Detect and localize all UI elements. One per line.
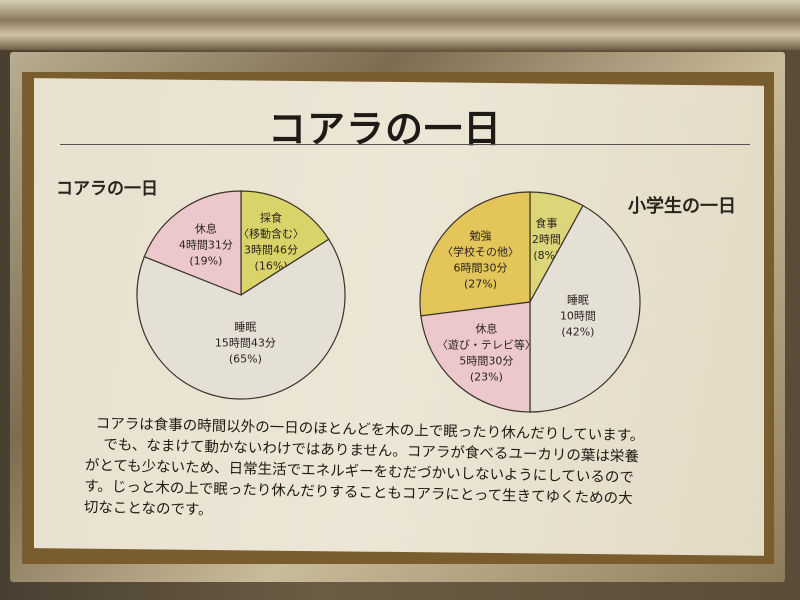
slice-label: (65%) — [229, 353, 262, 366]
slice-label: (19%) — [189, 254, 222, 267]
pie-slice — [419, 191, 531, 317]
slice-label: 6時間30分 — [453, 261, 507, 274]
slice-label: (16%) — [255, 259, 288, 272]
slice-label: 5時間30分 — [459, 355, 513, 368]
student-chart-title: 小学生の一日 — [628, 196, 736, 217]
pie-slice — [529, 204, 641, 413]
slice-label: 4時間31分 — [179, 238, 233, 251]
slice-label: 食事 — [535, 216, 557, 230]
body-text: コアラは食事の時間以外の一日のほとんどを木の上で眠ったり休んだりしています。 で… — [84, 414, 645, 531]
slice-label: 15時間43分 — [215, 337, 276, 350]
slice-label: 2時間 — [532, 233, 561, 246]
slice-label: 3時間46分 — [244, 243, 298, 256]
slice-label: (42%) — [561, 325, 594, 338]
slice-label: 採食 — [260, 210, 282, 224]
pie-slice — [136, 238, 346, 400]
slice-label: 〈学校その他〉 — [442, 244, 519, 258]
slice-label: (8%) — [533, 249, 559, 262]
pie-slice — [143, 190, 242, 296]
pie-slice — [240, 190, 330, 297]
slice-label: 睡眠 — [234, 321, 256, 334]
slice-label: 〈移動含む〉 — [238, 226, 304, 240]
slice-label: 休息 — [195, 221, 217, 235]
slice-label: (27%) — [464, 277, 497, 290]
slice-label: 睡眠 — [567, 293, 589, 306]
koala-chart-title: コアラの一日 — [56, 179, 158, 199]
sign-title: コアラの一日 — [268, 107, 503, 151]
slice-label: (23%) — [470, 371, 503, 384]
title-rule — [60, 144, 750, 145]
slice-label: 〈遊び・テレビ等〉 — [437, 338, 536, 352]
slice-label: 10時間 — [560, 309, 596, 322]
slice-label: 休息 — [475, 322, 497, 336]
upper-frame — [0, 0, 800, 50]
slice-label: 勉強 — [469, 228, 491, 242]
pie-slice — [420, 301, 531, 413]
